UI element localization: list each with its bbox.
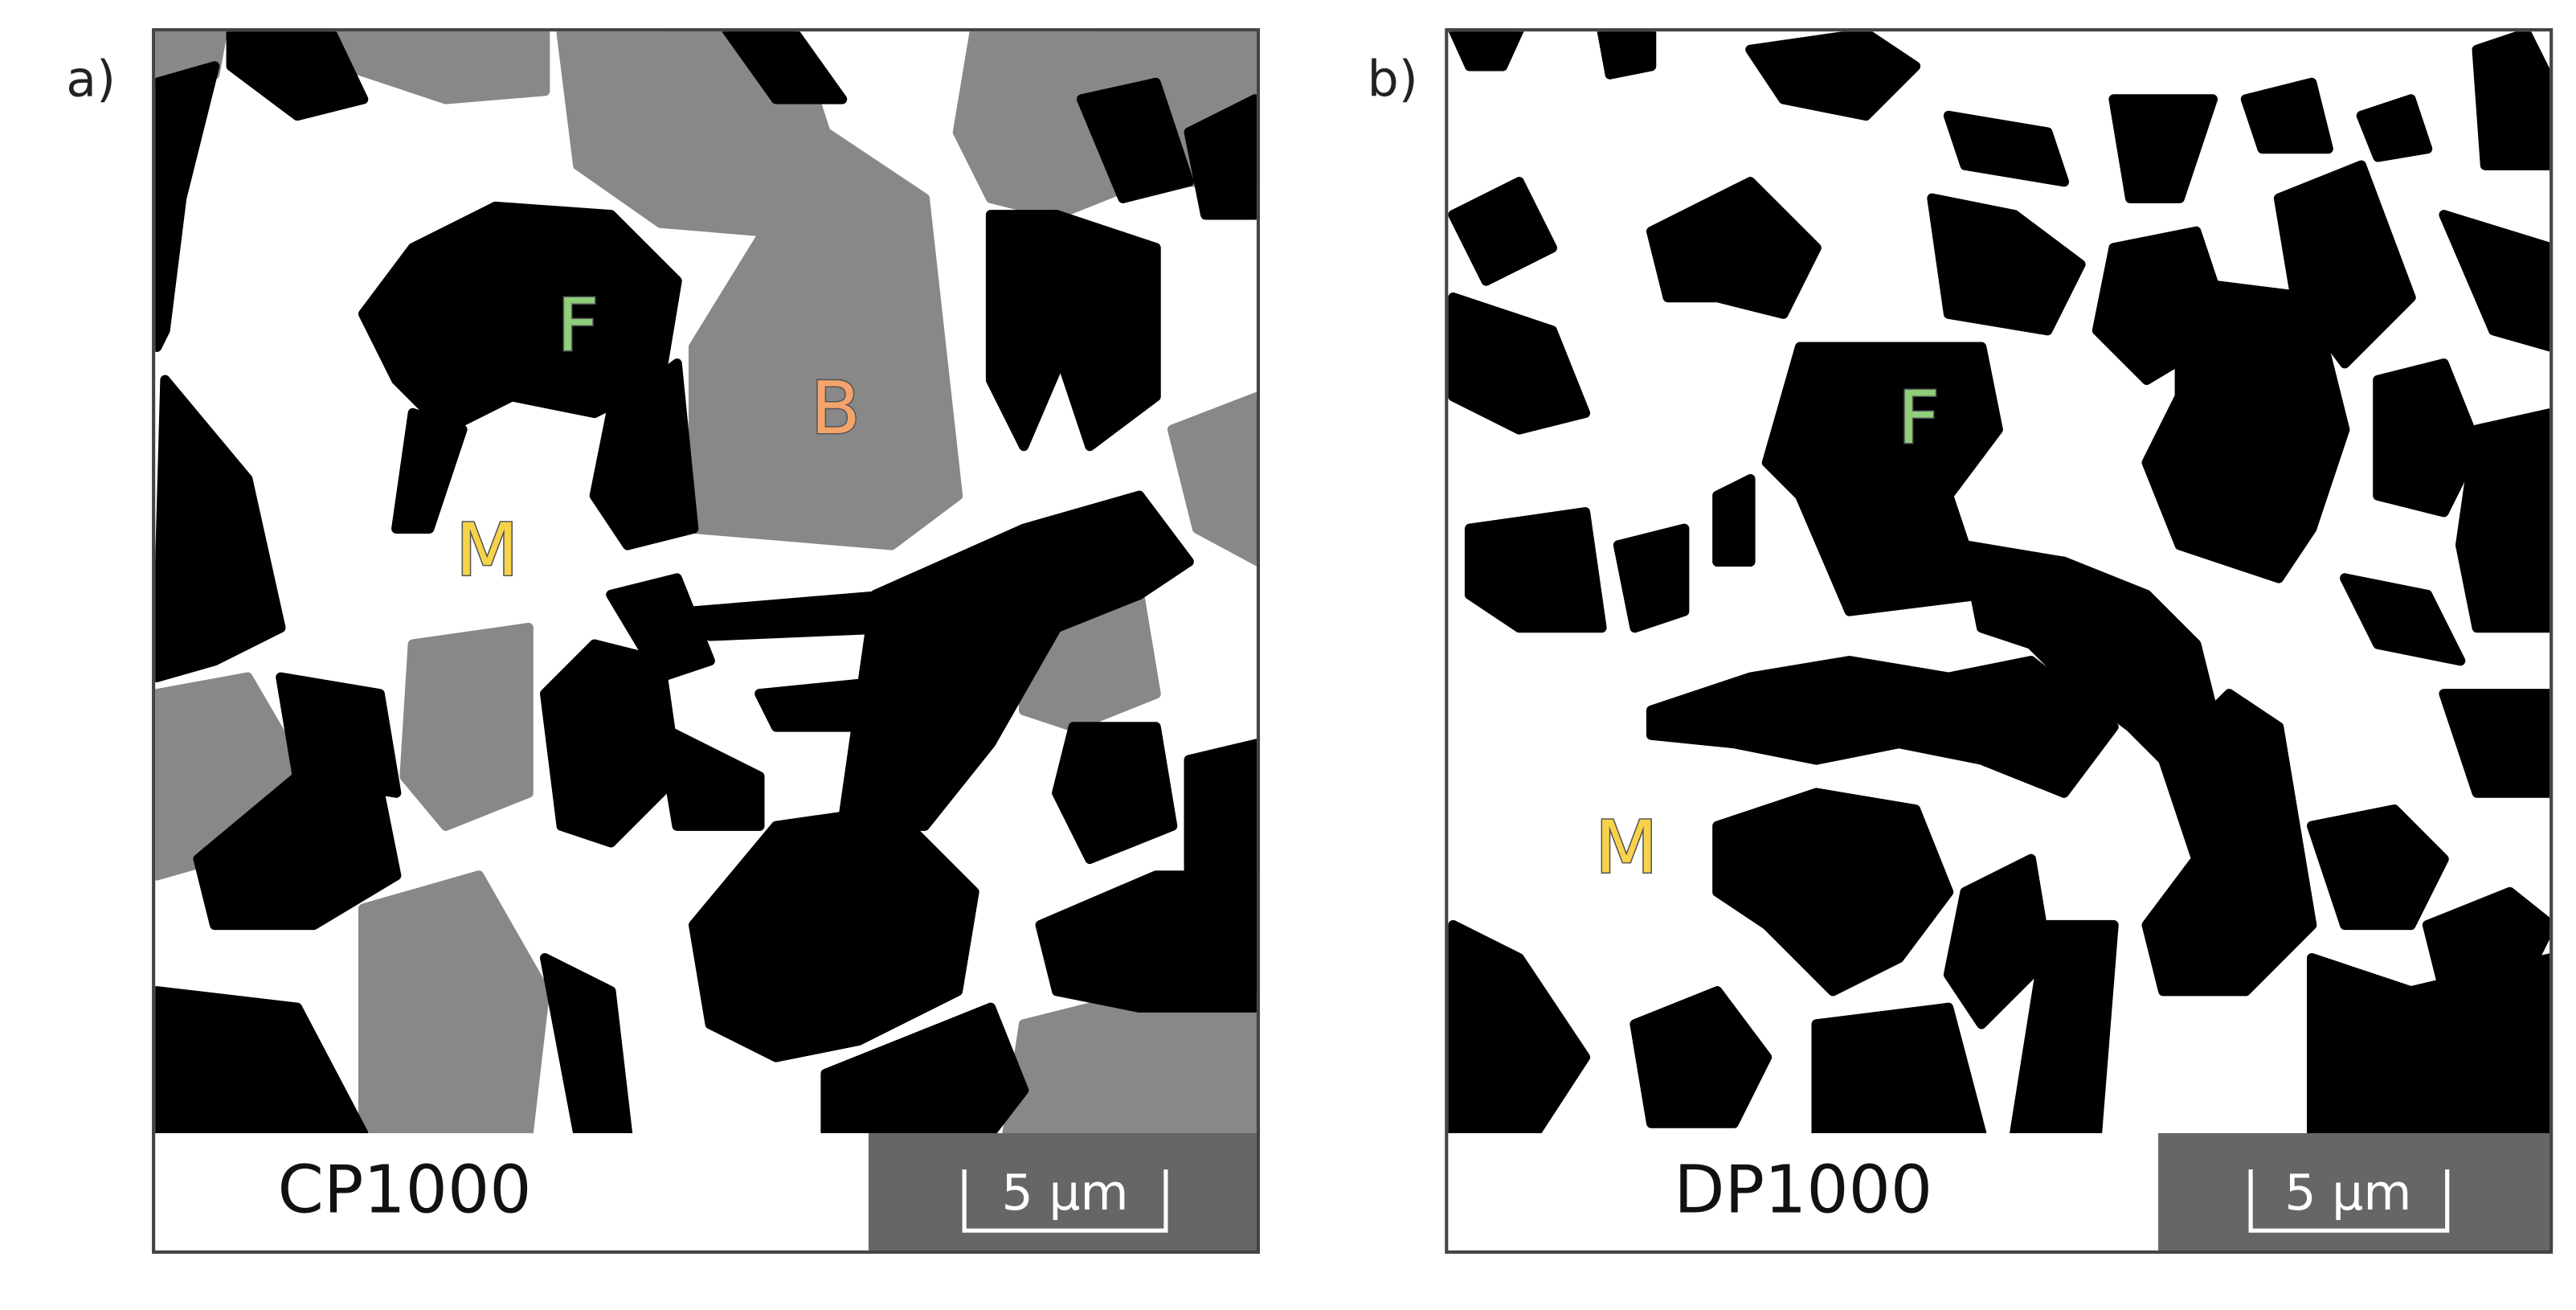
- grain: [1927, 193, 2086, 336]
- grain: [1448, 177, 1557, 286]
- grain: [226, 31, 369, 121]
- grain: [358, 201, 682, 435]
- grain: [1745, 31, 1921, 121]
- grain: [155, 61, 220, 352]
- grain: [1448, 919, 1591, 1133]
- grain: [1035, 870, 1257, 1013]
- panel-label: a): [66, 50, 116, 108]
- grain: [836, 490, 1194, 831]
- phase-label: M: [456, 509, 518, 593]
- phase-label: B: [811, 366, 861, 451]
- grain: [1076, 77, 1194, 203]
- grain: [155, 986, 369, 1133]
- grain: [1646, 656, 2119, 798]
- grain: [589, 358, 699, 551]
- grain: [2010, 919, 2119, 1133]
- grain: [606, 573, 715, 682]
- grain: [2108, 94, 2218, 203]
- grain: [688, 804, 979, 1062]
- scale-text: 5 µm: [2284, 1164, 2411, 1222]
- grain: [2439, 210, 2550, 352]
- panel-frame: [152, 28, 1261, 1254]
- grain: [1629, 986, 1773, 1128]
- caption: CP1000: [277, 1152, 531, 1228]
- grain: [2240, 77, 2333, 154]
- grain: [1712, 788, 1954, 997]
- grain: [540, 952, 633, 1133]
- grain: [399, 622, 534, 831]
- grain: [1943, 110, 2070, 187]
- grain: [2307, 804, 2449, 931]
- grain: [2340, 573, 2466, 666]
- grain: [1448, 292, 1591, 435]
- grain: [1184, 94, 1257, 220]
- phase-label: F: [1898, 376, 1940, 461]
- caption: DP1000: [1674, 1152, 1932, 1228]
- grain: [1597, 31, 1657, 80]
- grain: [1646, 177, 1822, 319]
- grain: [820, 1002, 1029, 1133]
- grain: [2141, 689, 2317, 997]
- panel-frame: [1445, 28, 2554, 1254]
- grain: [276, 672, 402, 798]
- grain: [2356, 94, 2433, 162]
- grain: [391, 407, 468, 534]
- phase-label: F: [557, 284, 599, 368]
- grain: [1811, 1002, 1987, 1133]
- scale-bar: [2248, 1169, 2450, 1233]
- grain: [2373, 358, 2482, 518]
- grain: [1712, 473, 1756, 567]
- grain: [1464, 507, 1607, 633]
- microstructure: [155, 31, 1257, 1133]
- grain: [155, 375, 286, 682]
- grain: [1167, 391, 1257, 567]
- scale-bar: [962, 1169, 1168, 1233]
- grain: [1052, 722, 1178, 864]
- phase-label: M: [1595, 805, 1658, 890]
- grain: [2455, 408, 2550, 633]
- caption-box: [155, 1132, 869, 1252]
- panel-label: b): [1368, 50, 1418, 108]
- scale-text: 5 µm: [1002, 1164, 1129, 1222]
- grain: [2141, 276, 2350, 583]
- grain: [2472, 31, 2550, 170]
- grain: [1052, 210, 1161, 452]
- grain: [655, 722, 765, 831]
- grain: [722, 31, 848, 104]
- microstructure: [1448, 31, 2550, 1133]
- grain: [358, 870, 550, 1133]
- grain: [2439, 689, 2550, 798]
- grain: [2422, 886, 2550, 1013]
- grain: [1613, 523, 1690, 633]
- grain: [1448, 31, 1524, 72]
- grain: [1943, 854, 2053, 1030]
- caption-box: [1448, 1132, 2159, 1252]
